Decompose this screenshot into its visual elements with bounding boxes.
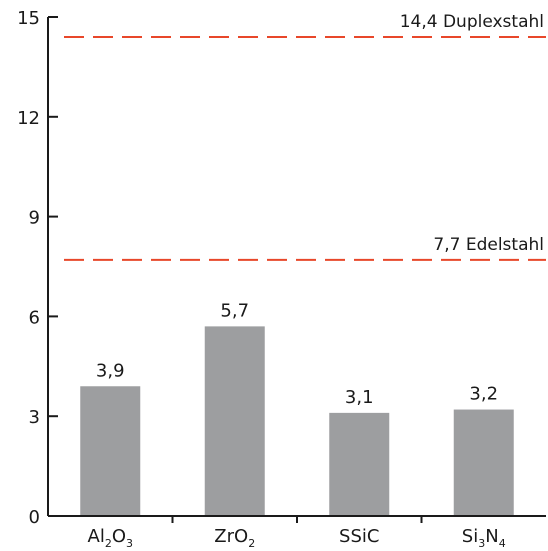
reference-line-label: 7,7 Edelstahl (433, 235, 544, 255)
value-labels: 3,9 5,7 3,1 3,2 (96, 300, 498, 407)
reference-line-label: 14,4 Duplexstahl (400, 12, 544, 32)
y-ticks: 0 3 6 9 12 15 (17, 8, 423, 528)
bar (453, 409, 514, 516)
label-text: Si (462, 526, 478, 547)
category-label-zro2: ZrO2 (214, 526, 255, 550)
y-tick-label: 6 (29, 307, 40, 328)
category-label-ssic: SSiC (339, 526, 379, 547)
bar (329, 412, 390, 516)
label-text: ZrO (214, 526, 248, 547)
bars (80, 326, 514, 516)
label-text: SSiC (339, 526, 379, 547)
bar-value-label: 3,1 (345, 387, 374, 408)
subscript: 2 (105, 537, 112, 550)
bar-value-label: 5,7 (220, 300, 249, 321)
y-tick-label: 3 (29, 407, 40, 428)
y-tick-label: 15 (17, 8, 40, 29)
label-text: O (112, 526, 126, 547)
category-label-si3n4: Si3N4 (462, 526, 506, 550)
bar (204, 326, 265, 516)
y-tick-label: 9 (29, 208, 40, 229)
subscript: 3 (478, 537, 485, 550)
y-tick-label: 12 (17, 108, 40, 129)
bar (80, 386, 141, 516)
subscript: 4 (499, 537, 506, 550)
bar-value-label: 3,2 (469, 384, 498, 405)
category-labels: Al2O3 ZrO2 SSiC Si3N4 (88, 526, 506, 550)
label-text: Al (88, 526, 105, 547)
subscript: 2 (248, 537, 255, 550)
category-label-al2o3: Al2O3 (88, 526, 134, 550)
reference-lines: 14,4 Duplexstahl 7,7 Edelstahl (64, 12, 546, 261)
subscript: 3 (126, 537, 133, 550)
label-text: N (485, 526, 498, 547)
bar-value-label: 3,9 (96, 360, 125, 381)
y-tick-label: 0 (29, 507, 40, 528)
